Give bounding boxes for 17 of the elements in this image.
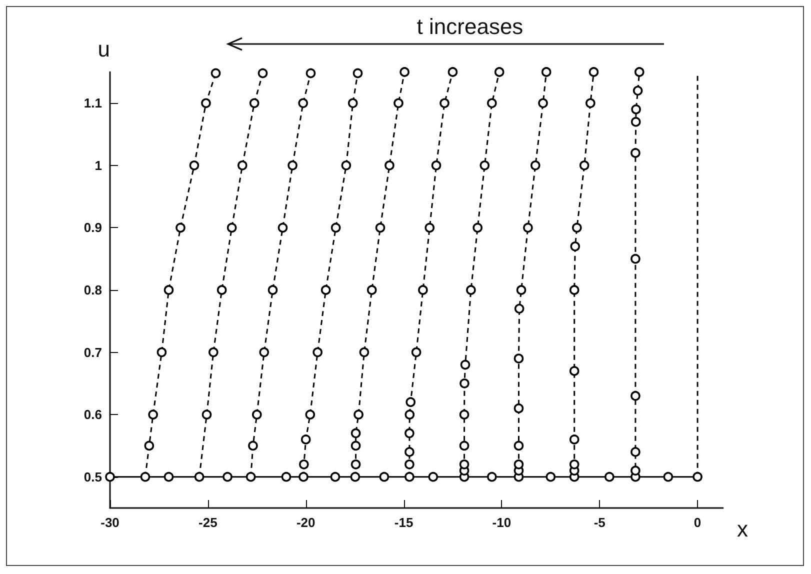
x-tick-label: -20 <box>296 515 316 530</box>
y-axis-title: u <box>98 36 110 62</box>
text: t increases <box>416 14 524 40</box>
x-tick-label: -10 <box>492 515 512 530</box>
y-tick-label: 0.7 <box>84 344 102 360</box>
x-tick-label: -5 <box>594 515 606 530</box>
y-tick-label: 0.6 <box>84 407 102 422</box>
y-tick-label: 1.1 <box>84 96 102 111</box>
y-tick-label: 0.8 <box>84 282 102 298</box>
y-tick-label: 0.9 <box>84 220 102 236</box>
x-tick-label: -30 <box>100 515 120 530</box>
x-tick-label: -15 <box>394 515 414 530</box>
y-tick-label: 1 <box>94 158 102 173</box>
x-axis-title: x <box>737 516 748 542</box>
x-tick-label: -25 <box>198 515 218 530</box>
x-tick-label: 0 <box>694 515 702 530</box>
y-tick-label: 0.5 <box>84 469 102 484</box>
